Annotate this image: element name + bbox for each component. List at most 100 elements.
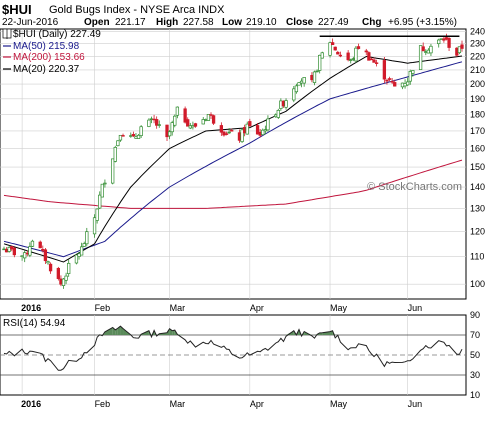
candle-body — [447, 37, 451, 48]
candle-body — [369, 58, 374, 61]
candle-body — [113, 147, 117, 162]
candle-body — [227, 131, 231, 134]
candle-body — [59, 278, 63, 285]
price-tick-label: 230 — [470, 39, 485, 49]
candle-body — [261, 129, 265, 136]
candle-body — [103, 182, 107, 185]
candle-body — [460, 44, 464, 49]
close-value: 227.49 — [318, 17, 349, 28]
price-y-axis: 100 110 120 130 140 150 160 170 180 190 200 210 220 2… — [470, 26, 485, 289]
candle-body — [292, 88, 296, 101]
candle-body — [390, 81, 394, 83]
candle-body — [444, 37, 449, 40]
legend-ma50: MA(50) 215.98 — [13, 41, 80, 52]
open-value: 221.17 — [115, 17, 146, 28]
candlesticks — [2, 33, 464, 289]
candle-body — [424, 51, 428, 53]
candle-body — [41, 248, 45, 251]
candle-body — [136, 134, 141, 139]
candle-body — [400, 82, 405, 88]
month-label: Jun — [408, 303, 423, 313]
candle-body — [382, 60, 387, 80]
price-tick-label: 220 — [470, 52, 485, 62]
rsi-month-label: Feb — [95, 399, 111, 409]
candle-body — [245, 123, 249, 135]
candle-body — [61, 278, 66, 286]
candle-body — [183, 108, 187, 123]
candle-body — [281, 100, 286, 107]
candle-body — [170, 122, 174, 133]
candle-body — [439, 38, 443, 40]
candle-body — [364, 50, 368, 53]
candle-body — [23, 252, 27, 259]
price-tick-label: 150 — [470, 162, 485, 172]
candle-body — [263, 129, 267, 132]
candle-body — [315, 70, 319, 73]
candle-body — [302, 77, 306, 84]
candle-body — [92, 217, 97, 235]
candle-body — [320, 52, 324, 59]
rsi-fill-segment — [104, 327, 113, 335]
candle-body — [201, 119, 205, 125]
month-label: 2016 — [21, 303, 41, 313]
chart-symbol: $HUI — [2, 2, 32, 17]
candle-body — [284, 100, 288, 108]
candle-body — [79, 246, 84, 256]
candle-body — [279, 100, 283, 109]
candle-body — [85, 231, 89, 245]
candle-body — [276, 109, 280, 118]
rsi-title: RSI(14) 54.94 — [3, 318, 66, 329]
candle-body — [418, 45, 423, 70]
candle-body — [121, 135, 125, 137]
candle-body — [30, 240, 35, 247]
rsi-month-label: Mar — [170, 399, 186, 409]
candle-body — [95, 208, 99, 221]
candle-body — [374, 62, 379, 64]
candle-body — [46, 261, 50, 264]
rsi-tick-label: 70 — [470, 330, 480, 340]
candle-body — [20, 255, 24, 258]
candle-body — [12, 247, 17, 256]
candle-body — [77, 253, 81, 257]
candle-body — [387, 78, 392, 80]
candle-body — [411, 70, 415, 74]
candle-body — [7, 246, 11, 252]
candle-body — [191, 125, 195, 128]
candle-body — [385, 79, 389, 82]
price-tick-label: 160 — [470, 143, 485, 153]
header-date: 22-Jun-2016 — [2, 17, 59, 28]
candle-body — [346, 52, 350, 61]
candle-body — [10, 246, 14, 250]
candle-body — [336, 51, 340, 55]
low-label: Low — [222, 17, 242, 28]
candle-body — [429, 45, 433, 54]
candle-body — [204, 119, 208, 121]
rsi-fill-segment — [172, 330, 175, 335]
candle-body — [266, 118, 270, 131]
month-label: Mar — [170, 303, 186, 313]
high-label: High — [156, 17, 178, 28]
candle-body — [173, 115, 177, 126]
candle-body — [219, 125, 224, 133]
candle-body — [294, 85, 299, 93]
candle-body — [372, 59, 376, 63]
rsi-month-label: 2016 — [21, 399, 41, 409]
price-tick-label: 180 — [470, 109, 485, 119]
candle-body — [64, 275, 68, 281]
candle-body — [28, 246, 32, 256]
candle-body — [222, 131, 226, 136]
candle-body — [25, 252, 29, 255]
rsi-fill-segment — [177, 334, 186, 335]
candle-body — [43, 249, 48, 262]
candle-body — [139, 126, 143, 136]
candle-body — [224, 133, 229, 135]
price-legend: $HUI (Daily) 227.49 MA(50) 215.98 MA(200… — [2, 28, 101, 75]
rsi-line — [3, 325, 463, 371]
price-tick-label: 170 — [470, 126, 485, 136]
candle-body — [209, 114, 213, 116]
candle-body — [421, 46, 425, 52]
candle-body — [155, 119, 159, 126]
rsi-tick-label: 50 — [470, 350, 480, 360]
price-tick-label: 120 — [470, 227, 485, 237]
candle-body — [165, 124, 169, 138]
